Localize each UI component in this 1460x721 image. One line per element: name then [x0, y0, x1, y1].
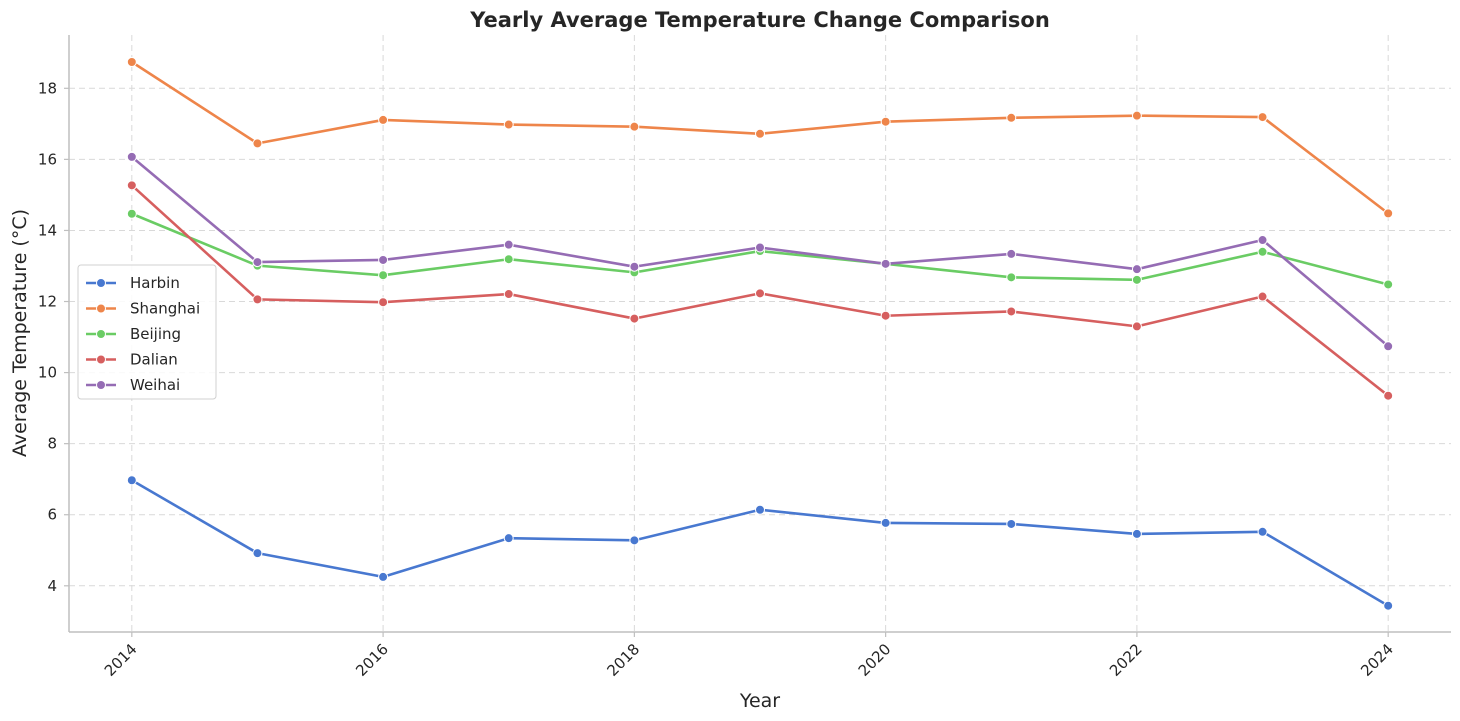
legend-item: Shanghai: [86, 300, 200, 318]
legend-item: Harbin: [86, 274, 180, 292]
x-tick-label: 2016: [352, 640, 392, 680]
y-tick-label: 18: [38, 79, 57, 97]
data-point: [378, 114, 389, 125]
data-point: [1383, 208, 1394, 219]
legend: Harbin Shanghai Beijing Dalian Weihai: [77, 264, 217, 400]
data-point: [1006, 518, 1017, 529]
legend-swatch-marker: [96, 380, 106, 390]
data-point: [503, 533, 514, 544]
data-point: [378, 297, 389, 308]
series-line: [130, 478, 1390, 608]
data-point: [126, 57, 137, 68]
data-point: [755, 288, 765, 299]
data-point: [503, 119, 514, 130]
legend-box: [77, 264, 217, 400]
data-point: [378, 270, 389, 281]
data-point: [755, 128, 765, 139]
legend-swatch-marker: [96, 278, 106, 288]
legend-label: Shanghai: [130, 300, 200, 318]
legend-label: Beijing: [130, 325, 181, 343]
data-point: [1257, 112, 1268, 123]
data-point: [880, 517, 891, 528]
data-point: [629, 121, 640, 132]
data-point: [1131, 264, 1142, 275]
data-point: [252, 548, 263, 559]
x-tick-label: 2018: [603, 640, 643, 680]
data-point: [252, 257, 263, 268]
legend-label: Dalian: [130, 351, 178, 369]
legend-label: Weihai: [130, 376, 180, 394]
data-point: [1131, 528, 1142, 539]
legend-label: Harbin: [130, 274, 180, 292]
legend-item: Beijing: [86, 325, 181, 343]
data-point: [1383, 390, 1394, 401]
data-point: [378, 571, 389, 582]
data-point: [1383, 279, 1394, 290]
legend-item: Dalian: [86, 351, 178, 369]
data-point: [1006, 248, 1017, 259]
series-lines: [126, 57, 1394, 611]
y-tick-label: 4: [47, 577, 57, 595]
data-point: [1006, 112, 1017, 123]
data-point: [126, 151, 137, 162]
series-shanghai: [126, 57, 1394, 219]
y-axis-label: Average Temperature (°C): [9, 209, 31, 457]
legend-swatch-marker: [96, 354, 106, 365]
data-point: [503, 254, 514, 265]
legend-swatch-marker: [96, 329, 106, 339]
y-tick-label: 12: [38, 293, 57, 311]
y-tick-label: 6: [47, 506, 57, 524]
y-tick-label: 14: [38, 221, 57, 239]
data-point: [1006, 272, 1017, 283]
data-point: [880, 310, 891, 321]
y-tick-label: 8: [47, 435, 57, 453]
data-point: [1257, 526, 1268, 537]
x-axis-label: Year: [739, 690, 780, 712]
data-point: [629, 313, 640, 324]
data-point: [629, 261, 640, 272]
chart-title: Yearly Average Temperature Change Compar…: [469, 8, 1050, 32]
data-point: [1131, 321, 1142, 332]
data-point: [1131, 274, 1142, 285]
x-tick-label: 2022: [1106, 640, 1146, 680]
legend-item: Weihai: [86, 376, 180, 394]
data-point: [629, 535, 640, 546]
data-point: [503, 239, 514, 250]
series-weihai: [126, 151, 1394, 352]
series-harbin: [126, 475, 1394, 611]
data-point: [252, 138, 263, 149]
data-point: [880, 258, 891, 269]
data-point: [1131, 110, 1142, 121]
data-point: [378, 254, 389, 265]
data-point: [1257, 291, 1268, 302]
x-tick-label: 2020: [855, 640, 895, 680]
data-point: [1257, 246, 1268, 257]
grid: [69, 35, 1451, 632]
data-point: [1006, 306, 1017, 317]
series-dalian: [126, 180, 1394, 401]
data-point: [880, 116, 891, 127]
data-point: [1383, 341, 1394, 352]
data-point: [755, 242, 765, 253]
data-point: [503, 289, 514, 300]
data-point: [1257, 235, 1268, 246]
data-point: [755, 504, 765, 515]
data-point: [1383, 600, 1394, 611]
data-point: [126, 475, 137, 486]
data-point: [252, 294, 263, 305]
legend-swatch-marker: [96, 303, 106, 314]
x-tick-label: 2014: [101, 640, 141, 680]
y-tick-label: 16: [38, 150, 57, 168]
data-point: [126, 208, 137, 219]
y-tick-label: 10: [38, 364, 57, 382]
data-point: [126, 180, 137, 191]
x-tick-label: 2024: [1357, 640, 1397, 680]
